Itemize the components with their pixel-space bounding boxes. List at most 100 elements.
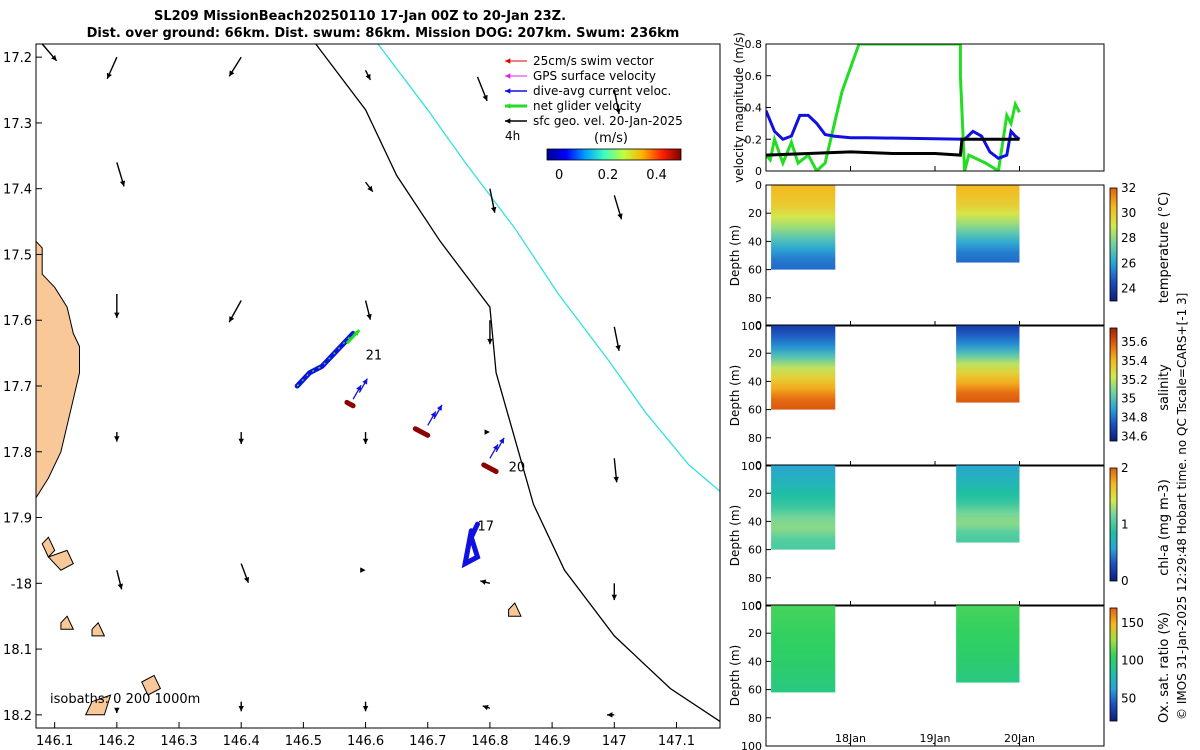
geo-arrow-0-head	[51, 54, 57, 61]
geo-arrow-13-head	[487, 338, 493, 345]
colorbar-label: (m/s)	[594, 131, 628, 146]
salinity-ytick-label-3: 60	[748, 404, 762, 417]
colorbar-tick-0: 0	[555, 168, 563, 183]
salinity-ytick-label-4: 80	[748, 432, 762, 445]
oxygen-colorbar	[1109, 607, 1118, 722]
geo-arrow-20-head	[117, 583, 123, 590]
geo-arrow-12-head	[366, 313, 372, 320]
geo-arrow-25-head	[114, 707, 120, 714]
geo-arrow-3	[364, 69, 371, 81]
time-tick-label-2: 20Jan	[1004, 732, 1035, 745]
geo-arrow-23-head	[480, 579, 487, 585]
map-xtick-label-8: 146.9	[533, 734, 570, 749]
velocity-series-blue	[766, 110, 1021, 160]
geo-arrow-11	[228, 300, 242, 323]
map-xtick-label-6: 146.7	[409, 734, 446, 749]
legend-entry-4: sfc geo. vel. 20-Jan-2025	[533, 114, 683, 128]
salinity-ytick-label-1: 20	[748, 347, 762, 360]
current-arrow-5-head	[499, 437, 505, 444]
geo-arrow-16	[238, 432, 244, 445]
current-arrow-4	[489, 444, 499, 459]
glider-track-2	[461, 521, 481, 569]
legend-entry-2: dive-avg current veloc.	[533, 84, 671, 98]
geo-arrow-18	[484, 429, 490, 435]
land-polygon-2	[47, 549, 74, 571]
temperature-colorbar	[1109, 187, 1118, 302]
chla-colorbar-label: chl-a (mg m-3)	[1157, 479, 1172, 576]
legend-entry-0: 25cm/s swim vector	[533, 54, 654, 68]
geo-arrow-21-head	[243, 576, 250, 583]
land-polygon-7	[508, 602, 522, 617]
legend-arrow-3-head	[505, 103, 511, 109]
colorbar	[546, 148, 682, 161]
geo-arrow-8	[489, 188, 497, 213]
geo-arrow-5	[613, 89, 621, 115]
velocity-series-green	[766, 44, 1021, 171]
track-marker-2	[481, 462, 499, 474]
geo-arrow-4-head	[482, 94, 488, 101]
salinity-ytick-label-2: 40	[748, 375, 762, 388]
geo-arrow-28-head	[482, 704, 489, 711]
geo-arrow-18-head	[484, 429, 490, 435]
geo-arrow-23	[480, 579, 491, 585]
day-label-21: 21	[366, 349, 383, 364]
land-polygon-1	[41, 536, 56, 558]
temperature-ylabel: Depth (m)	[728, 225, 742, 286]
salinity-colorbar-tick-0: 34.6	[1121, 429, 1148, 443]
chla-data-block-0	[771, 465, 836, 550]
map-xtick-label-9: 147	[602, 734, 627, 749]
salinity-colorbar-label: salinity	[1157, 364, 1172, 411]
map-ytick-label-9: 18.1	[3, 643, 32, 658]
current-arrow-4-head	[492, 444, 498, 451]
oxygen-data-block-1	[956, 605, 1020, 683]
salinity-ytick-label-0: 0	[755, 319, 762, 332]
chla-ytick-label-2: 40	[748, 515, 762, 528]
salinity-colorbar-tick-2: 35	[1121, 392, 1136, 406]
current-arrow-1-head	[362, 378, 368, 385]
oxygen-colorbar-tick-0: 50	[1121, 691, 1136, 705]
map-ytick-label-7: 17.9	[3, 512, 32, 527]
temperature-ytick-label-3: 60	[748, 264, 762, 277]
salinity-ytick-label-5: 100	[741, 460, 762, 473]
map-ytick-label-8: -18	[11, 577, 32, 592]
map-xtick-label-0: 146.1	[36, 734, 73, 749]
current-arrow-2-head	[430, 411, 436, 418]
oxygen-data-block-0	[771, 605, 836, 693]
map-xtick-label-5: 146.6	[347, 734, 384, 749]
temperature-colorbar-tick-1: 26	[1121, 256, 1136, 270]
chla-ytick-label-3: 60	[748, 544, 762, 557]
isobath-legend: isobaths: 0 200 1000m	[50, 692, 200, 707]
geo-arrow-21	[240, 563, 250, 584]
velocity-ytick-label-0: 0	[755, 165, 762, 178]
salinity-data-block-1	[956, 325, 1020, 403]
legend-arrow-4-head	[505, 118, 511, 124]
velocity-ylabel: velocity magnitude (m/s)	[732, 32, 746, 183]
oxygen-ytick-label-1: 20	[748, 627, 762, 640]
current-arrow-3-head	[436, 404, 442, 411]
map-ytick-label-3: 17.5	[3, 248, 32, 263]
temperature-colorbar-label: temperature (°C)	[1157, 192, 1172, 304]
salinity-ylabel: Depth (m)	[728, 365, 742, 426]
geo-arrow-1-head	[106, 72, 112, 79]
geo-arrow-27	[362, 701, 369, 712]
map-ytick-label-5: 17.7	[3, 380, 32, 395]
geo-arrow-9	[613, 195, 623, 220]
section-oxygen: 0 20 40 60 80 100 Depth (m) 50 100 150 Ox. sat. ra…	[728, 599, 1172, 750]
geo-arrow-9-head	[617, 213, 623, 220]
geo-arrow-17	[362, 432, 369, 445]
geo-arrow-19	[613, 458, 619, 483]
legend-scale-label: 4h	[505, 129, 520, 143]
geo-arrow-17-head	[362, 438, 369, 445]
legend-arrow-3	[505, 103, 527, 109]
temperature-colorbar-tick-3: 30	[1121, 206, 1136, 220]
geo-arrow-16-head	[238, 438, 244, 445]
map-ytick-label-1: 17.3	[3, 117, 32, 132]
map-xtick-label-10: 147.1	[658, 734, 695, 749]
geo-arrow-12	[364, 300, 372, 320]
map-plot: 21 20 17 146.1 146.2 146.3 146.4 146.5 146.6 146.…	[3, 43, 721, 749]
velocity-ytick-label-2: 0.4	[745, 102, 763, 115]
legend-entry-1: GPS surface velocity	[533, 69, 656, 83]
geo-arrow-24-head	[611, 594, 618, 601]
net-glider-arrow-head	[353, 330, 360, 336]
temperature-colorbar-tick-2: 28	[1121, 231, 1136, 245]
